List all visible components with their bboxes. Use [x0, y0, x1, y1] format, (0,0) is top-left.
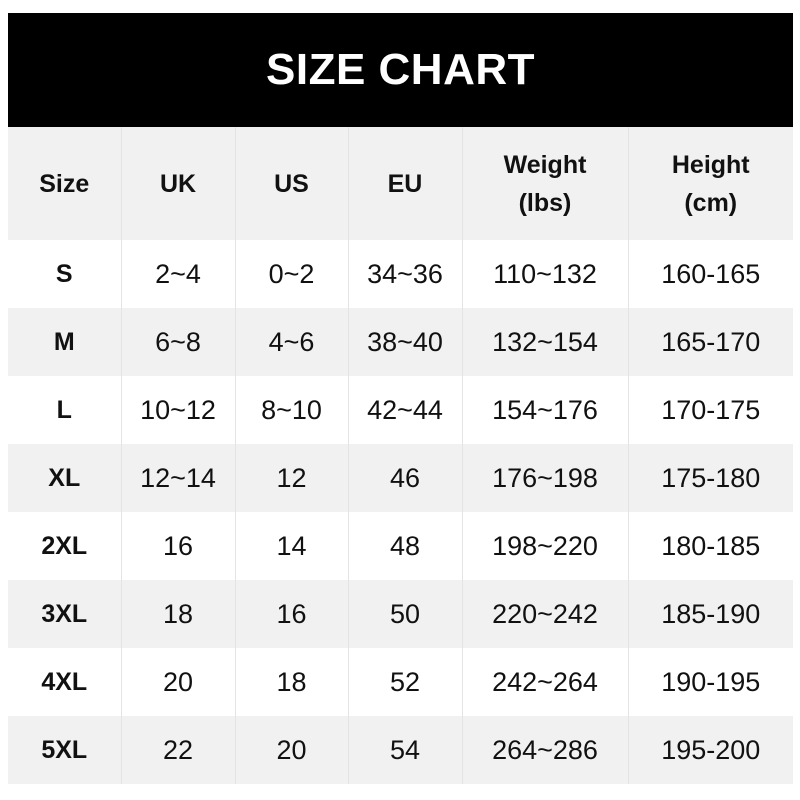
- table-cell: 16: [234, 580, 348, 648]
- chart-title: SIZE CHART: [8, 13, 793, 127]
- size-label: S: [8, 240, 121, 308]
- table-cell: 185-190: [627, 580, 793, 648]
- table-cell: 16: [120, 512, 235, 580]
- size-label: 3XL: [8, 580, 121, 648]
- table-cell: 22: [120, 716, 235, 784]
- table-row: M 6~8 4~6 38~40 132~154 165-170: [8, 308, 793, 376]
- size-label: 4XL: [8, 648, 121, 716]
- size-label: XL: [8, 444, 121, 512]
- table-cell: 0~2: [234, 240, 348, 308]
- table-cell: 176~198: [461, 444, 628, 512]
- table-cell: 18: [234, 648, 348, 716]
- table-cell: 42~44: [347, 376, 462, 444]
- table-cell: 242~264: [461, 648, 628, 716]
- table-cell: 220~242: [461, 580, 628, 648]
- table-cell: 14: [234, 512, 348, 580]
- table-row: 3XL 18 16 50 220~242 185-190: [8, 580, 793, 648]
- table-cell: 110~132: [461, 240, 628, 308]
- table-cell: 170-175: [627, 376, 793, 444]
- table-row: 5XL 22 20 54 264~286 195-200: [8, 716, 793, 784]
- size-label: 2XL: [8, 512, 121, 580]
- column-header: EU: [347, 127, 462, 240]
- table-cell: 50: [347, 580, 462, 648]
- table-cell: 48: [347, 512, 462, 580]
- table-row: 2XL 16 14 48 198~220 180-185: [8, 512, 793, 580]
- column-header: Weight (lbs): [461, 127, 628, 240]
- table-cell: 154~176: [461, 376, 628, 444]
- table-row: 4XL 20 18 52 242~264 190-195: [8, 648, 793, 716]
- table-cell: 10~12: [120, 376, 235, 444]
- header-row: Size UK US EU Weight (lbs) Height (cm): [8, 127, 793, 240]
- size-label: L: [8, 376, 121, 444]
- table-cell: 4~6: [234, 308, 348, 376]
- table-cell: 12: [234, 444, 348, 512]
- table-cell: 180-185: [627, 512, 793, 580]
- table-cell: 20: [120, 648, 235, 716]
- column-header: Height (cm): [627, 127, 793, 240]
- column-header: Size: [8, 127, 121, 240]
- table-cell: 54: [347, 716, 462, 784]
- table-cell: 34~36: [347, 240, 462, 308]
- table-cell: 20: [234, 716, 348, 784]
- table-row: XL 12~14 12 46 176~198 175-180: [8, 444, 793, 512]
- table-cell: 195-200: [627, 716, 793, 784]
- size-chart: SIZE CHART Size UK US EU Weight (lbs) Height …: [8, 13, 793, 784]
- table-cell: 12~14: [120, 444, 235, 512]
- table-cell: 165-170: [627, 308, 793, 376]
- table-cell: 132~154: [461, 308, 628, 376]
- table-cell: 198~220: [461, 512, 628, 580]
- table-cell: 160-165: [627, 240, 793, 308]
- column-header: US: [234, 127, 348, 240]
- table-row: L 10~12 8~10 42~44 154~176 170-175: [8, 376, 793, 444]
- table-cell: 8~10: [234, 376, 348, 444]
- size-table: Size UK US EU Weight (lbs) Height (cm) S 2~4 0~…: [8, 127, 793, 784]
- size-label: M: [8, 308, 121, 376]
- table-cell: 6~8: [120, 308, 235, 376]
- table-cell: 264~286: [461, 716, 628, 784]
- table-cell: 18: [120, 580, 235, 648]
- table-cell: 38~40: [347, 308, 462, 376]
- table-cell: 190-195: [627, 648, 793, 716]
- column-header: UK: [120, 127, 235, 240]
- size-label: 5XL: [8, 716, 121, 784]
- table-cell: 52: [347, 648, 462, 716]
- table-cell: 46: [347, 444, 462, 512]
- table-cell: 2~4: [120, 240, 235, 308]
- table-row: S 2~4 0~2 34~36 110~132 160-165: [8, 240, 793, 308]
- table-cell: 175-180: [627, 444, 793, 512]
